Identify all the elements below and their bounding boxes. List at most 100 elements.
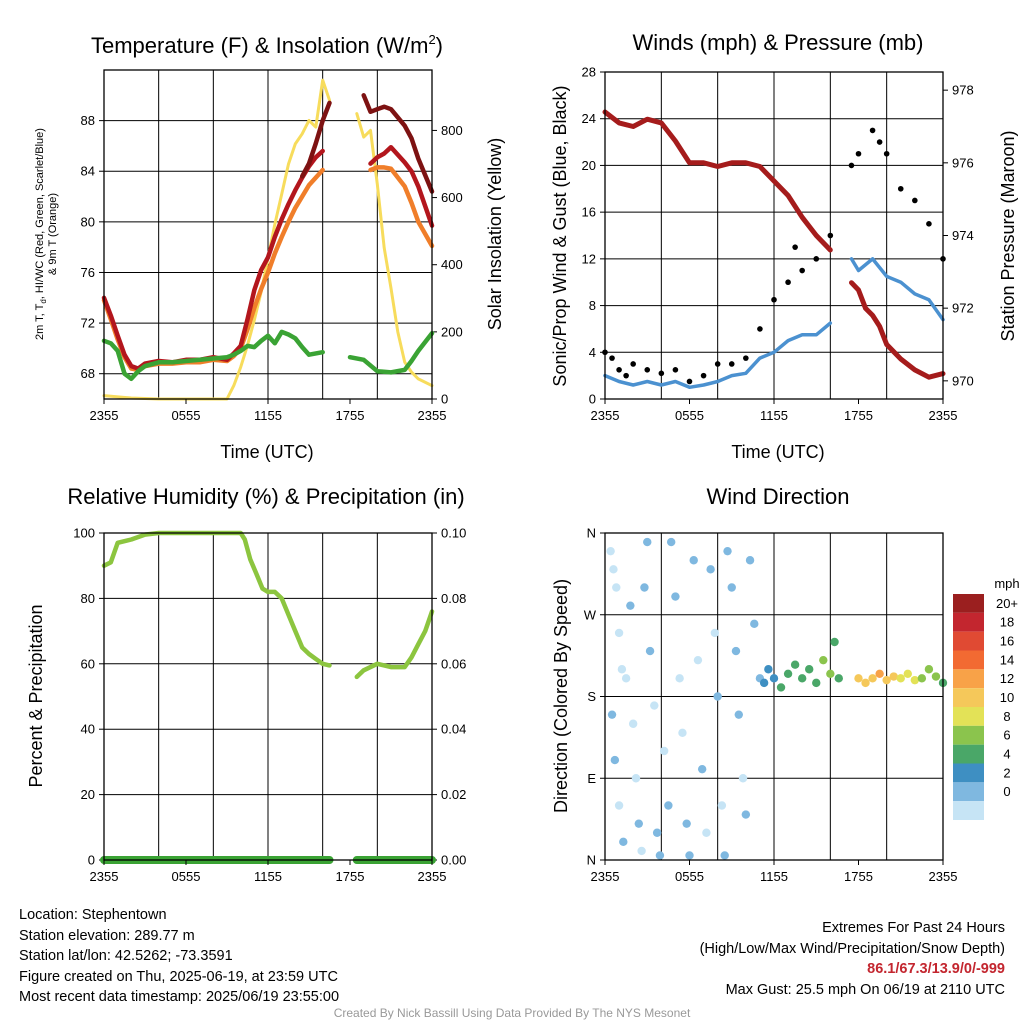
humidity-xtick-label: 0555 <box>172 869 201 884</box>
winds-series-pressure <box>602 109 946 380</box>
wind-direction-title: Wind Direction <box>706 484 849 509</box>
station-info: Location: Stephentown Station elevation:… <box>19 905 339 1008</box>
winds-gust-point <box>757 326 763 332</box>
wind-direction-point <box>650 701 659 710</box>
colorbar-unit: mph <box>994 576 1019 591</box>
wind-direction-point <box>769 674 779 683</box>
winds-ytick-label: 16 <box>582 205 596 220</box>
temperature-ytick-label: 84 <box>81 164 95 179</box>
wind-direction-point <box>664 801 673 810</box>
winds-xtick-label: 0555 <box>675 408 704 423</box>
wind-direction-point <box>640 583 649 592</box>
wind-direction-point <box>685 851 694 860</box>
humidity-ytick-label: 100 <box>73 526 95 541</box>
wind-direction-point <box>734 710 743 719</box>
temperature-ytick-label: 68 <box>81 366 95 381</box>
wind-direction-xtick-label: 0555 <box>675 869 704 884</box>
colorbar-swatch <box>953 669 984 689</box>
temperature-xtick-label: 0555 <box>172 408 201 423</box>
temperature-xtick-label: 1155 <box>254 408 282 423</box>
humidity-ytick-right-label: 0.10 <box>441 526 466 541</box>
wind-direction-ytick-label: S <box>587 689 596 704</box>
humidity-ytick-right-label: 0.06 <box>441 656 466 671</box>
wind-direction-point <box>797 674 807 683</box>
winds-xtick-label: 1155 <box>760 408 788 423</box>
winds-gust-point <box>743 355 749 361</box>
winds-xtick-label: 2355 <box>929 408 958 423</box>
winds-ytick-label: 24 <box>582 111 596 126</box>
winds-gust-point <box>792 244 798 250</box>
humidity-ytick-right-label: 0.02 <box>441 787 466 802</box>
winds-gust-point <box>609 355 615 361</box>
wind-direction-point <box>671 592 680 601</box>
temperature-xtick-label: 2355 <box>418 408 447 423</box>
winds-gust-point <box>686 378 693 385</box>
wind-direction-point <box>682 819 691 828</box>
winds-ytick-label: 12 <box>582 251 596 266</box>
wind-direction-point <box>727 583 736 592</box>
wind-direction-xtick-label: 1755 <box>844 869 873 884</box>
wind-direction-point <box>830 637 839 647</box>
wind-direction-point <box>612 583 621 592</box>
wind-direction-point <box>710 628 720 638</box>
humidity-ytick-label: 20 <box>81 787 95 802</box>
humidity-xtick-label: 2355 <box>90 869 119 884</box>
humidity-series-rh <box>101 530 435 680</box>
temperature-ytick-label: 88 <box>81 113 95 128</box>
temperature-ytick-right-label: 400 <box>441 257 463 272</box>
winds-ytick-right-label: 978 <box>952 83 974 98</box>
wind-direction-point <box>790 660 800 669</box>
winds-ytick-right-label: 970 <box>952 373 974 388</box>
wind-direction-point <box>689 556 698 565</box>
temperature-ylabel-left: 2m T, Td, HI/WC (Red, Green, Scarlet/Blu… <box>34 128 48 340</box>
colorbar-swatch <box>953 631 984 651</box>
colorbar-label: 18 <box>1000 615 1014 630</box>
wind-direction-point <box>697 764 707 774</box>
wind-direction-point <box>645 646 655 656</box>
wind-direction-point <box>634 819 643 828</box>
colorbar-swatch <box>953 650 984 670</box>
winds-gust-point <box>785 279 791 286</box>
wind-direction-point <box>903 669 912 678</box>
colorbar-swatch <box>953 612 984 632</box>
temperature-ytick-right-label: 600 <box>441 190 463 205</box>
humidity-ytick-right-label: 0.00 <box>441 853 466 868</box>
temperature-series-td <box>101 329 435 382</box>
colorbar-label: 6 <box>1003 728 1010 743</box>
wind-direction-point <box>889 672 898 681</box>
wind-direction-point <box>826 669 835 678</box>
colorbar-swatch <box>953 801 984 820</box>
humidity-ytick-label: 40 <box>81 722 95 737</box>
temperature-ytick-label: 80 <box>81 214 95 229</box>
winds-xlabel: Time (UTC) <box>731 442 824 462</box>
temperature-panel: Temperature (F) & Insolation (W/m2) Time… <box>34 32 505 462</box>
wind-direction-point <box>882 675 891 685</box>
humidity-title: Relative Humidity (%) & Precipitation (i… <box>67 484 464 509</box>
wind-direction-point <box>631 774 641 783</box>
winds-ytick-right-label: 972 <box>952 301 974 316</box>
winds-gust-point <box>714 361 721 367</box>
elevation-text: Station elevation: 289.77 m <box>19 927 195 944</box>
wind-direction-xtick-label: 2355 <box>929 869 958 884</box>
colorbar-swatch <box>953 594 984 613</box>
wind-direction-point <box>706 565 715 574</box>
wind-direction-point <box>675 674 684 683</box>
winds-gust-point <box>799 267 805 274</box>
wind-direction-point <box>759 678 769 688</box>
wind-direction-point <box>834 674 843 683</box>
wind-direction-point <box>812 678 821 688</box>
temperature-xtick-label: 2355 <box>90 408 119 423</box>
humidity-ytick-right-label: 0.08 <box>441 591 466 606</box>
wind-direction-point <box>713 692 722 701</box>
wind-direction-point <box>731 646 741 656</box>
colorbar-label: 12 <box>1000 671 1014 686</box>
temperature-ylabel-left-2: & 9m T (Orange) <box>47 193 59 275</box>
wind-direction-point <box>910 675 920 685</box>
wind-direction-ylabel: Direction (Colored By Speed) <box>551 579 571 813</box>
winds-ytick-label: 0 <box>589 392 596 407</box>
colorbar-swatch <box>953 782 984 802</box>
wind-direction-point <box>606 546 615 556</box>
wind-direction-point <box>776 683 786 692</box>
winds-gust-point <box>827 232 834 239</box>
wind-direction-point <box>819 655 828 665</box>
